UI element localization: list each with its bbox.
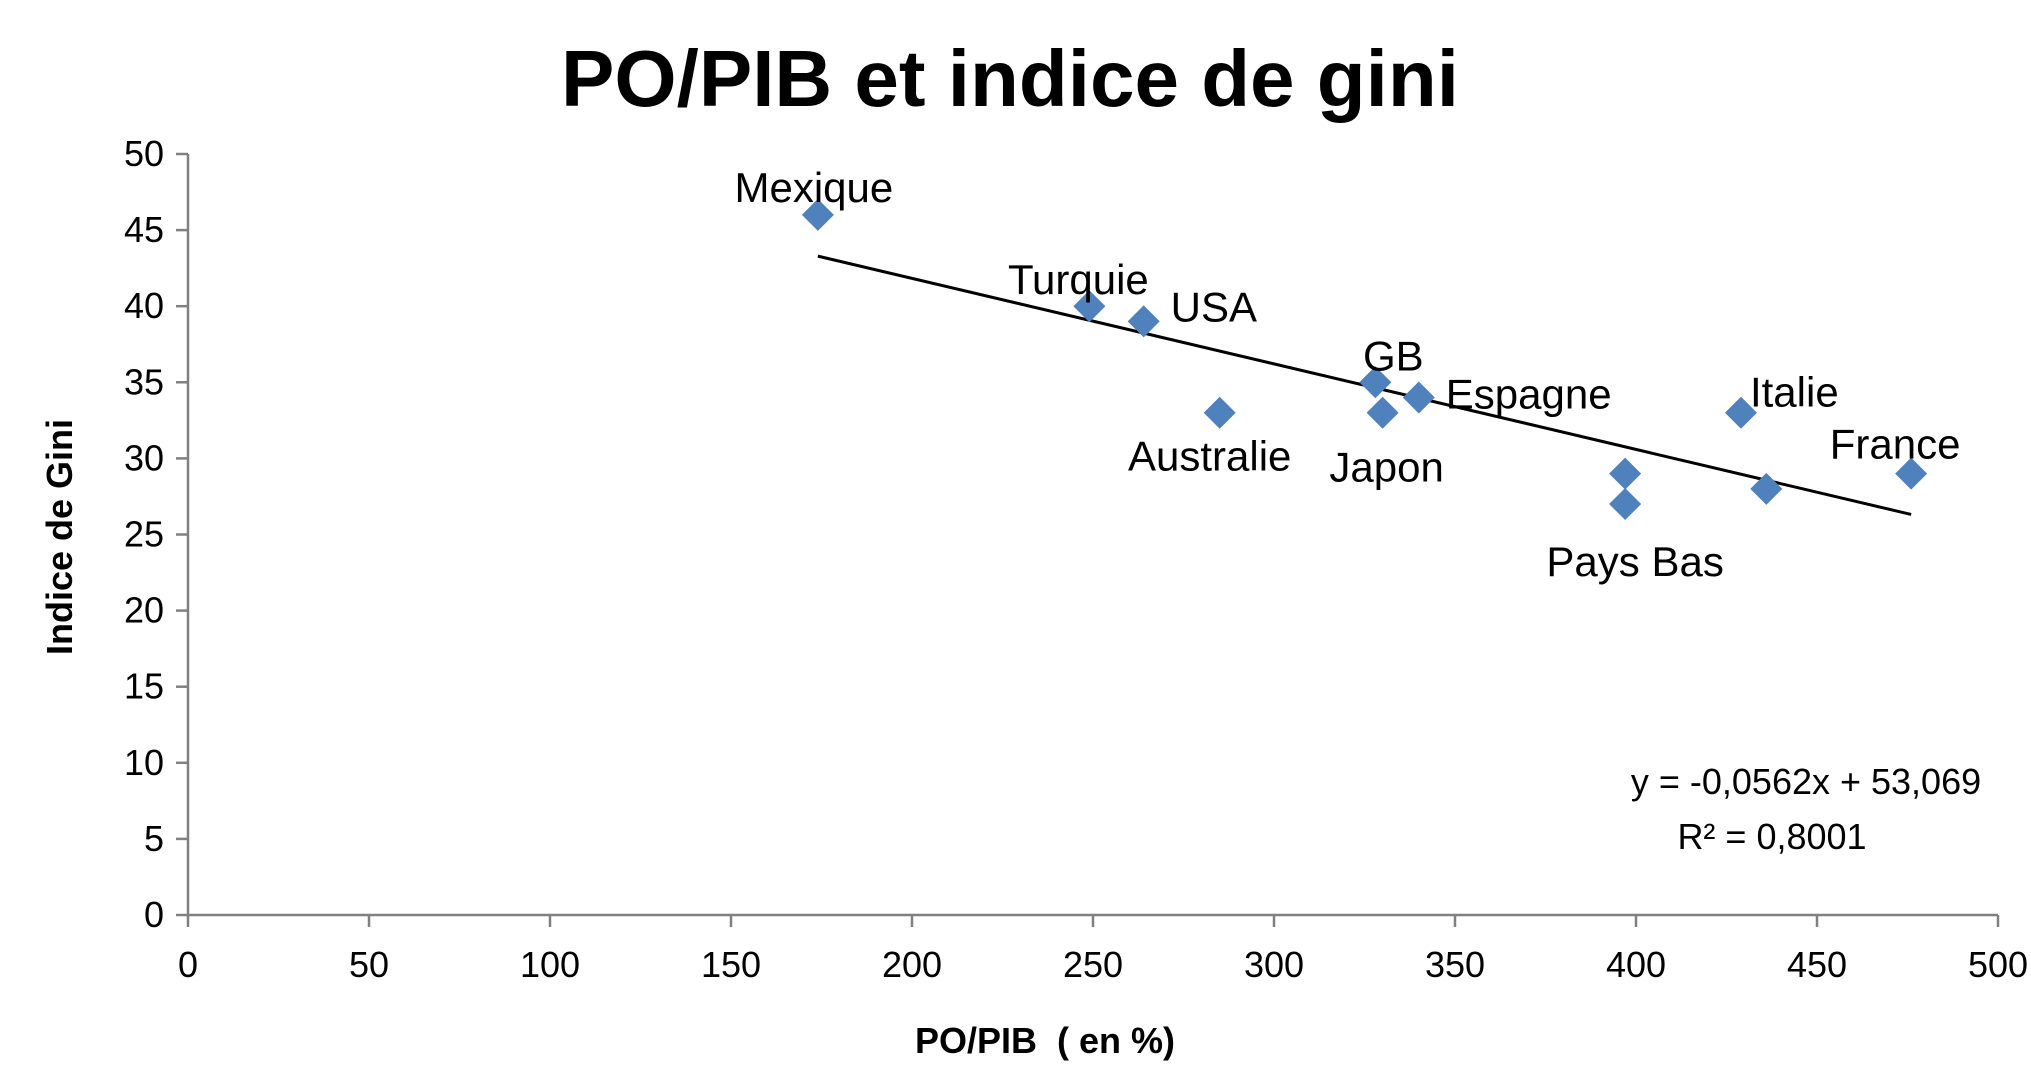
y-tick-label: 15 bbox=[124, 666, 164, 707]
y-tick-label: 50 bbox=[124, 133, 164, 174]
data-point-marker bbox=[1402, 381, 1435, 414]
x-tick-label: 200 bbox=[882, 944, 942, 985]
y-tick-label: 35 bbox=[124, 361, 164, 402]
data-point-label: Turquie bbox=[1008, 256, 1149, 303]
x-axis-title: PO/PIB ( en %) bbox=[915, 1020, 1175, 1061]
y-tick-label: 40 bbox=[124, 285, 164, 326]
data-point-label: Mexique bbox=[734, 164, 893, 211]
x-tick-label: 450 bbox=[1787, 944, 1847, 985]
data-point-marker bbox=[1750, 472, 1783, 505]
data-point-label: Australie bbox=[1128, 433, 1291, 480]
data-point-marker bbox=[1359, 366, 1392, 399]
data-point-label: Japon bbox=[1329, 444, 1443, 491]
data-point-label: GB bbox=[1363, 332, 1424, 379]
data-point-marker bbox=[1895, 457, 1928, 490]
data-point-label: Espagne bbox=[1446, 371, 1612, 418]
data-point-marker bbox=[801, 198, 834, 231]
y-tick-label: 45 bbox=[124, 209, 164, 250]
x-tick-label: 300 bbox=[1244, 944, 1304, 985]
trendline-r-squared: R² = 0,8001 bbox=[1677, 816, 1866, 857]
x-tick-label: 500 bbox=[1968, 944, 2028, 985]
data-point-marker bbox=[1203, 396, 1236, 429]
y-tick-label: 30 bbox=[124, 437, 164, 478]
data-points bbox=[801, 198, 1928, 521]
data-point-marker bbox=[1073, 290, 1106, 323]
y-tick-label: 5 bbox=[144, 818, 164, 859]
data-point-marker bbox=[1609, 488, 1642, 521]
y-axis-title: Indice de Gini bbox=[39, 419, 80, 655]
y-tick-label: 25 bbox=[124, 514, 164, 555]
y-tick-label: 10 bbox=[124, 742, 164, 783]
x-tick-label: 150 bbox=[701, 944, 761, 985]
data-point-marker bbox=[1127, 305, 1160, 338]
chart-title: PO/PIB et indice de gini bbox=[561, 34, 1459, 123]
x-tick-label: 350 bbox=[1425, 944, 1485, 985]
data-point-label: Italie bbox=[1750, 369, 1839, 416]
x-tick-label: 400 bbox=[1606, 944, 1666, 985]
data-point-marker bbox=[1366, 396, 1399, 429]
y-ticks: 0 5 10 15 20 25 30 35 40 45 50 bbox=[124, 133, 188, 935]
point-labels: Mexique Turquie USA Australie GB JaponEspagne… bbox=[734, 164, 1960, 585]
y-tick-label: 0 bbox=[144, 894, 164, 935]
x-tick-label: 50 bbox=[349, 944, 389, 985]
x-ticks: 0 50 100 150 200 250 300 350 400 450 500 bbox=[178, 915, 2028, 985]
data-point-label: Pays Bas bbox=[1546, 538, 1723, 585]
trendline-equation: y = -0,0562x + 53,069 bbox=[1631, 761, 1981, 802]
y-tick-label: 20 bbox=[124, 590, 164, 631]
x-tick-label: 250 bbox=[1063, 944, 1123, 985]
data-point-label: USA bbox=[1171, 283, 1257, 330]
data-point-label: France bbox=[1830, 421, 1961, 468]
data-point-marker bbox=[1724, 396, 1757, 429]
x-tick-label: 0 bbox=[178, 944, 198, 985]
data-point-marker bbox=[1609, 457, 1642, 490]
x-tick-label: 100 bbox=[520, 944, 580, 985]
